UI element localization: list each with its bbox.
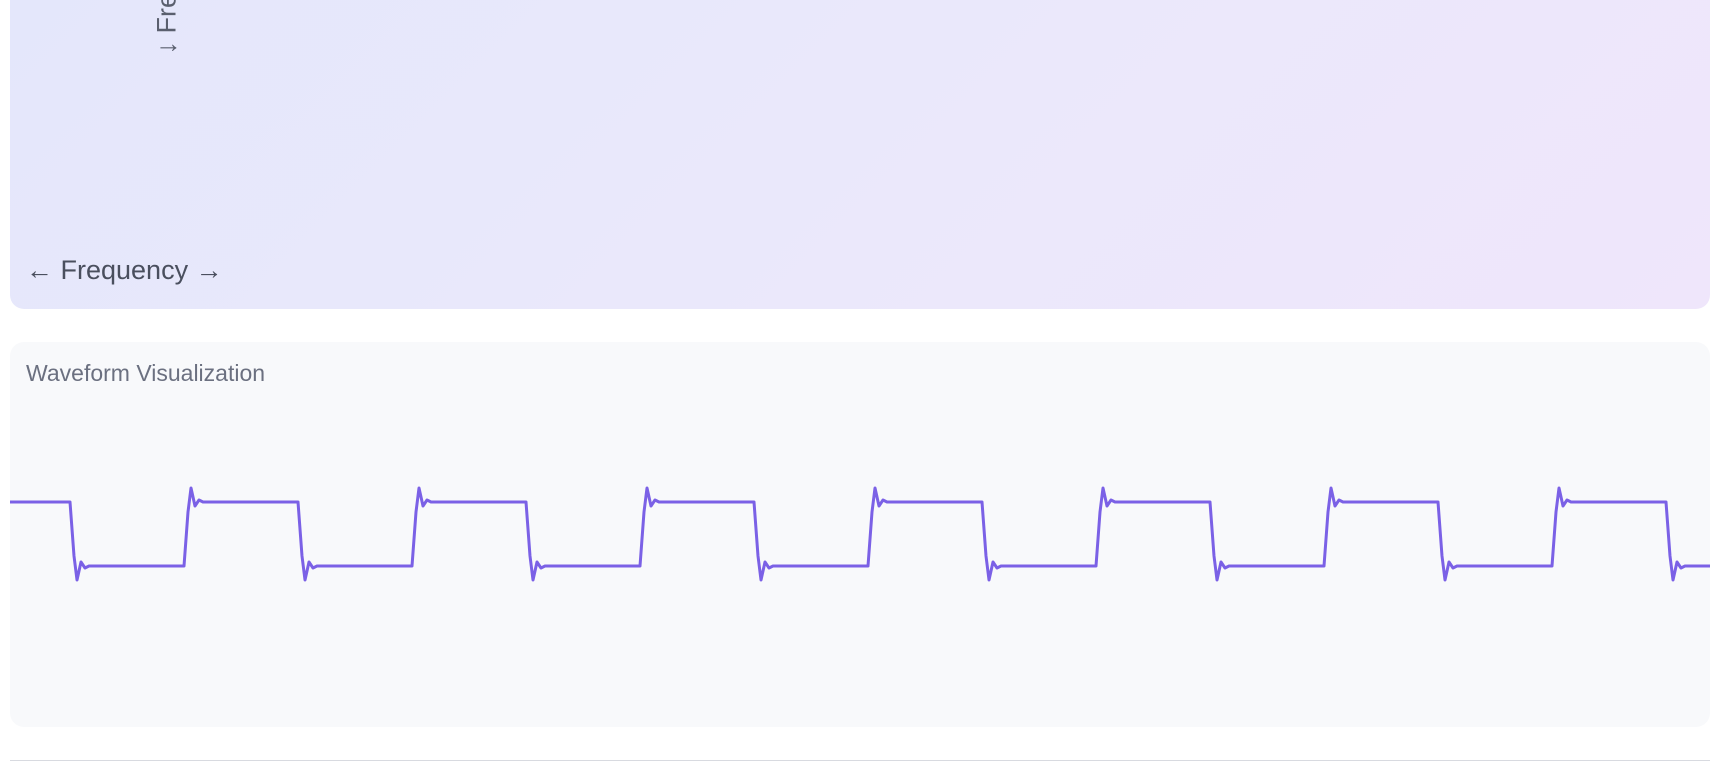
waveform-title: Waveform Visualization [26,360,266,386]
y-axis-label: ↓ Frequency → [146,0,186,60]
x-axis-label: ← Frequency → [26,255,223,285]
waveform-line [10,486,1710,582]
spectrum-panel: ↓ Frequency → ← Frequency → [10,0,1710,309]
waveform-panel: Waveform Visualization [10,342,1710,727]
bottom-divider [10,760,1710,761]
waveform-canvas [10,486,1710,582]
y-axis-label-text: ↓ Frequency → [152,0,183,55]
